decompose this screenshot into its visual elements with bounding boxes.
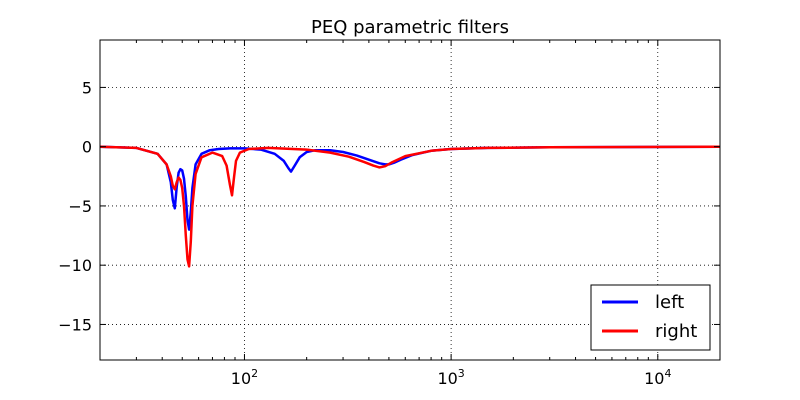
legend-box bbox=[590, 284, 711, 351]
series-line-right bbox=[99, 145, 721, 268]
legend-label-left: left bbox=[655, 292, 684, 313]
x-tick-label: 104 bbox=[644, 367, 671, 388]
y-tick-label: −5 bbox=[68, 197, 92, 216]
x-tick-label-exponent: 2 bbox=[251, 367, 258, 380]
x-tick-label-base: 10 bbox=[231, 369, 251, 388]
x-tick-label-base: 10 bbox=[437, 369, 457, 388]
x-tick-label-exponent: 3 bbox=[458, 367, 465, 380]
y-tick-label: −10 bbox=[58, 256, 92, 275]
x-tick-label-exponent: 4 bbox=[664, 367, 671, 380]
y-tick-label: 0 bbox=[82, 138, 92, 157]
x-tick-label-base: 10 bbox=[644, 369, 664, 388]
legend-label-right: right bbox=[655, 321, 697, 342]
plot-frame bbox=[99, 39, 721, 361]
y-tick-label: 5 bbox=[82, 78, 92, 97]
chart-title: PEQ parametric filters bbox=[311, 17, 509, 38]
plot-area bbox=[99, 145, 721, 268]
x-tick-label: 103 bbox=[437, 367, 464, 388]
x-tick-label: 102 bbox=[231, 367, 258, 388]
legend: left right bbox=[590, 284, 711, 351]
y-tick-label: −15 bbox=[58, 315, 92, 334]
